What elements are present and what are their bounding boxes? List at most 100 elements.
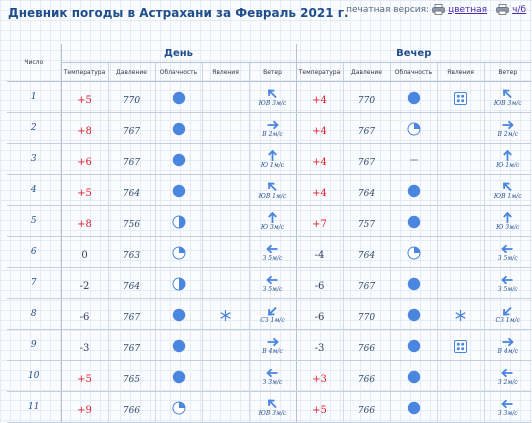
printer-bw-icon[interactable] — [496, 4, 509, 15]
wind-arrow-icon — [268, 89, 277, 98]
evening-pressure: 757 — [342, 205, 390, 237]
print-version-label: печатная версия: — [346, 4, 430, 15]
header-evening: Вечер — [295, 44, 532, 63]
header-evening-temp: Температура — [295, 62, 343, 82]
evening-pressure: 767 — [342, 267, 390, 299]
day-number: 10 — [7, 360, 61, 392]
day-temperature: +8 — [60, 112, 108, 144]
day-pressure: 767 — [107, 329, 155, 361]
day-wind: В 2м/с — [248, 112, 296, 144]
print-bw-link[interactable]: ч/б — [512, 4, 526, 15]
evening-wind: З 3м/с — [483, 391, 532, 423]
header-evening-phenomena: Явления — [436, 62, 484, 82]
evening-wind: З 2м/с — [483, 360, 532, 392]
evening-temperature: -6 — [295, 267, 343, 299]
day-clouds-icon — [154, 205, 202, 237]
evening-clouds-icon — [389, 360, 437, 392]
day-pressure: 764 — [107, 267, 155, 299]
header-day-clouds: Облачность — [154, 62, 202, 82]
table-row: 3 +6 767 Ю 1м/с +4 767 Ю 1м/с — [7, 143, 532, 175]
day-number: 11 — [7, 391, 61, 423]
wind-arrow-icon — [503, 89, 512, 98]
day-wind: З 5м/с — [248, 236, 296, 268]
wind-arrow-icon — [503, 306, 512, 315]
evening-phenomena-icon — [436, 360, 484, 392]
day-clouds-icon — [154, 81, 202, 113]
day-temperature: +8 — [60, 205, 108, 237]
day-clouds-icon — [154, 267, 202, 299]
day-pressure: 767 — [107, 298, 155, 330]
day-clouds-icon — [154, 236, 202, 268]
evening-pressure: 770 — [342, 298, 390, 330]
evening-wind: Ю 3м/с — [483, 205, 532, 237]
table-row: 8 -6 767 СЗ 1м/с -6 770 СЗ 1м/с — [7, 298, 532, 330]
evening-clouds-icon — [389, 81, 437, 113]
day-pressure: 767 — [107, 112, 155, 144]
day-temperature: -2 — [60, 267, 108, 299]
table-row: 2 +8 767 В 2м/с +4 767 В 2м/с — [7, 112, 532, 144]
day-temperature: +5 — [60, 174, 108, 206]
evening-pressure: 767 — [342, 143, 390, 175]
header-day: День — [60, 44, 296, 63]
header-evening-pressure: Давление — [342, 62, 390, 82]
day-number: 1 — [7, 81, 61, 113]
wind-arrow-icon — [267, 337, 279, 346]
evening-phenomena-icon — [436, 391, 484, 423]
evening-phenomena-icon — [436, 174, 484, 206]
day-temperature: +5 — [60, 360, 108, 392]
wind-arrow-icon — [266, 244, 278, 253]
day-wind: В 4м/с — [248, 329, 296, 361]
table-row: 6 0 763 З 5м/с -4 764 З 5м/с — [7, 236, 532, 268]
day-number: 5 — [7, 205, 61, 237]
day-clouds-icon — [154, 360, 202, 392]
evening-wind: В 2м/с — [483, 112, 532, 144]
evening-wind: З 5м/с — [483, 236, 532, 268]
printer-icon[interactable] — [432, 4, 445, 15]
header-day-pressure: Давление — [107, 62, 155, 82]
day-phenomena-icon — [201, 236, 249, 268]
day-clouds-icon — [154, 174, 202, 206]
day-temperature: -6 — [60, 298, 108, 330]
wind-arrow-icon — [501, 368, 513, 377]
day-wind: СЗ 1м/с — [248, 298, 296, 330]
day-wind: З 5м/с — [248, 267, 296, 299]
day-pressure: 766 — [107, 391, 155, 423]
evening-phenomena-icon — [436, 267, 484, 299]
day-pressure: 764 — [107, 174, 155, 206]
evening-clouds-icon — [389, 143, 437, 175]
wind-arrow-icon — [268, 211, 277, 223]
table-row: 9 -3 767 В 4м/с -3 766 В 4м/с — [7, 329, 532, 361]
day-phenomena-icon — [201, 360, 249, 392]
day-number: 4 — [7, 174, 61, 206]
evening-temperature: +4 — [295, 81, 343, 113]
day-phenomena-icon — [201, 267, 249, 299]
day-temperature: +9 — [60, 391, 108, 423]
day-temperature: 0 — [60, 236, 108, 268]
wind-arrow-icon — [267, 120, 279, 129]
evening-pressure: 764 — [342, 236, 390, 268]
wind-arrow-icon — [503, 182, 512, 191]
weather-table: Число День Вечер Температура Давление Об… — [7, 44, 532, 423]
day-phenomena-icon — [201, 205, 249, 237]
evening-temperature: +7 — [295, 205, 343, 237]
evening-clouds-icon — [389, 112, 437, 144]
evening-clouds-icon — [389, 236, 437, 268]
day-clouds-icon — [154, 329, 202, 361]
table-row: 7 -2 764 З 5м/с -6 767 З 5м/с — [7, 267, 532, 299]
day-phenomena-icon — [201, 298, 249, 330]
day-temperature: +5 — [60, 81, 108, 113]
day-number: 3 — [7, 143, 61, 175]
day-pressure: 765 — [107, 360, 155, 392]
day-phenomena-icon — [201, 143, 249, 175]
wind-arrow-icon — [268, 399, 277, 408]
evening-temperature: +5 — [295, 391, 343, 423]
table-row: 10 +5 765 З 3м/с +3 766 З 2м/с — [7, 360, 532, 392]
print-color-link[interactable]: цветная — [448, 4, 488, 15]
table-row: 11 +9 766 ЮВ 3м/с +5 766 З 3м/с — [7, 391, 532, 423]
wind-arrow-icon — [268, 306, 277, 315]
day-wind: ЮВ 3м/с — [248, 81, 296, 113]
day-clouds-icon — [154, 112, 202, 144]
wind-arrow-icon — [502, 337, 515, 346]
day-pressure: 756 — [107, 205, 155, 237]
evening-wind: ЮВ 3м/с — [483, 81, 532, 113]
